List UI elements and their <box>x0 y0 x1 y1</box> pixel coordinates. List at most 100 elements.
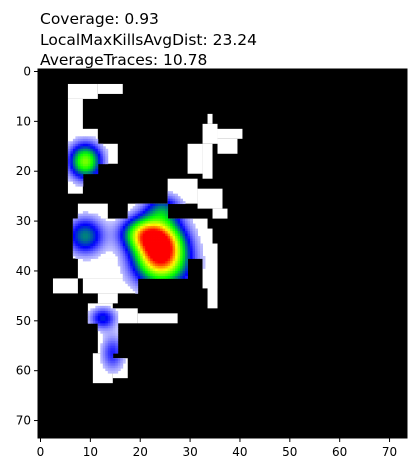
heat-cell <box>90 148 94 152</box>
heat-cell <box>97 253 101 257</box>
heat-cell <box>180 236 184 239</box>
heat-cell <box>157 236 161 239</box>
heat-cell <box>100 308 104 312</box>
heat-cell <box>185 268 188 272</box>
heat-cell <box>135 273 139 277</box>
heat-cell <box>172 270 176 274</box>
heat-cell <box>102 151 106 155</box>
heat-cell <box>160 238 164 242</box>
heat-cell <box>177 265 181 269</box>
heat-cell <box>177 201 181 205</box>
heat-cell <box>190 228 193 232</box>
heat-cell <box>85 253 89 257</box>
heat-cell <box>145 248 149 252</box>
heat-cell <box>100 355 104 359</box>
heat-cell <box>182 263 186 267</box>
heat-cell <box>115 315 119 319</box>
heat-cell <box>127 231 131 234</box>
heat-cell <box>110 343 114 347</box>
heat-cell <box>182 243 186 247</box>
heat-cell <box>115 226 119 229</box>
heat-cell <box>122 278 126 282</box>
heat-cell <box>140 265 144 269</box>
heat-cell <box>80 228 84 232</box>
heat-cell <box>95 228 99 232</box>
heat-cell <box>75 148 79 152</box>
heat-cell <box>97 156 101 160</box>
y-tick-label: 20 <box>16 164 31 178</box>
heat-cell <box>112 340 116 344</box>
heat-cell <box>72 138 76 142</box>
heat-cell <box>132 236 136 239</box>
heat-cell <box>177 226 181 229</box>
heat-cell <box>97 221 101 224</box>
heat-cell <box>170 198 174 202</box>
heat-cell <box>127 226 131 229</box>
heat-cell <box>102 325 106 329</box>
heat-cell <box>80 151 84 155</box>
heat-cell <box>182 236 186 239</box>
heat-cell <box>75 153 79 157</box>
heat-cell <box>107 370 111 374</box>
heat-cell <box>177 275 181 279</box>
heat-cell <box>165 203 169 207</box>
heat-cell <box>95 168 99 172</box>
heat-cell <box>155 228 159 232</box>
heat-cell <box>157 233 161 237</box>
heat-cell <box>97 241 101 244</box>
heat-cell <box>102 218 106 222</box>
heat-cell <box>92 236 96 239</box>
heat-cell <box>95 251 99 254</box>
heat-cell <box>135 206 139 210</box>
heat-cell <box>182 275 186 279</box>
heat-cell <box>105 153 109 157</box>
heat-cell <box>192 236 196 239</box>
heat-cell <box>120 258 124 262</box>
heat-cell <box>147 260 151 264</box>
heat-cell <box>75 158 79 162</box>
heat-cell <box>75 241 79 244</box>
heat-cell <box>140 231 144 234</box>
coverage-cell <box>217 128 243 139</box>
heat-cell <box>122 263 126 267</box>
heat-cell <box>112 238 116 242</box>
heat-cell <box>195 236 198 239</box>
heat-cell <box>175 263 179 267</box>
heat-cell <box>90 243 94 247</box>
heat-cell <box>145 246 149 249</box>
heat-cell <box>82 248 86 252</box>
heat-cell <box>170 253 174 257</box>
heat-cell <box>165 260 169 264</box>
heat-cell <box>115 221 119 224</box>
heat-cell <box>105 308 109 312</box>
heat-cell <box>147 213 151 217</box>
heat-cell <box>85 168 89 172</box>
heat-cell <box>152 241 156 244</box>
heat-cell <box>87 143 91 147</box>
heat-cell <box>180 251 184 254</box>
heat-cell <box>142 260 146 264</box>
heat-cell <box>167 191 171 195</box>
heat-cell <box>95 241 99 244</box>
heat-cell <box>150 268 154 272</box>
heat-cell <box>142 270 146 274</box>
heat-cell <box>162 248 166 252</box>
heat-cell <box>145 226 149 229</box>
heat-cell <box>132 288 136 292</box>
heat-cell <box>137 218 141 222</box>
heat-cell <box>110 243 114 247</box>
heat-cell <box>125 236 129 239</box>
heat-cell <box>122 241 126 244</box>
heat-cell <box>80 171 84 175</box>
heat-cell <box>127 260 131 264</box>
heat-cell <box>72 241 76 244</box>
heat-cell <box>95 236 99 239</box>
heat-cell <box>72 171 76 175</box>
heat-cell <box>142 203 146 207</box>
heat-cell <box>175 226 179 229</box>
heat-cell <box>87 233 91 237</box>
heat-cell <box>92 233 96 237</box>
heat-cell <box>162 238 166 242</box>
heat-layer <box>67 136 206 374</box>
